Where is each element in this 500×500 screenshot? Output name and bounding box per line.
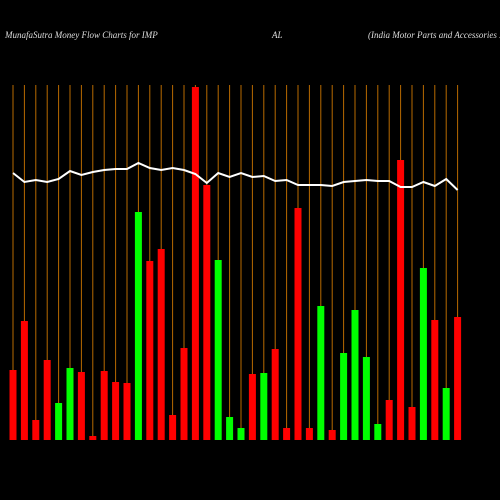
bar [328,430,336,440]
bar [32,420,40,440]
bar [442,388,450,440]
bar [20,321,28,440]
bar [89,436,97,440]
bar [374,424,382,440]
bar [214,260,222,440]
bar [385,400,393,440]
bar [112,382,120,440]
chart-title-mid: AL [271,30,283,40]
bar [271,349,279,440]
bar [66,368,74,440]
bar [123,383,131,440]
chart-title: MunafaSutra Money Flow Charts for IMP [4,30,158,40]
bar [237,428,245,440]
bar [100,371,108,440]
bar [305,428,313,440]
chart-subtitle: (India Motor Parts and Accessories Li [368,30,500,40]
money-flow-line [12,161,459,191]
bar [431,320,439,440]
bar [260,373,268,440]
bar [408,407,416,440]
bar [9,370,17,440]
bar [191,87,199,440]
bar [226,417,234,440]
bar [146,261,154,440]
bar [397,160,405,440]
bar [283,428,291,440]
bar [351,310,359,440]
bar [134,212,142,440]
bar [454,317,462,440]
bar [180,348,188,440]
bar [294,208,302,440]
bar [157,249,165,440]
bar [340,353,348,440]
bar [203,185,211,440]
bar [248,374,256,440]
bar [419,268,427,440]
bar [169,415,177,440]
bar [55,403,63,440]
bar [362,357,370,440]
bar [317,306,325,440]
bar [43,360,51,440]
bar [77,372,85,440]
